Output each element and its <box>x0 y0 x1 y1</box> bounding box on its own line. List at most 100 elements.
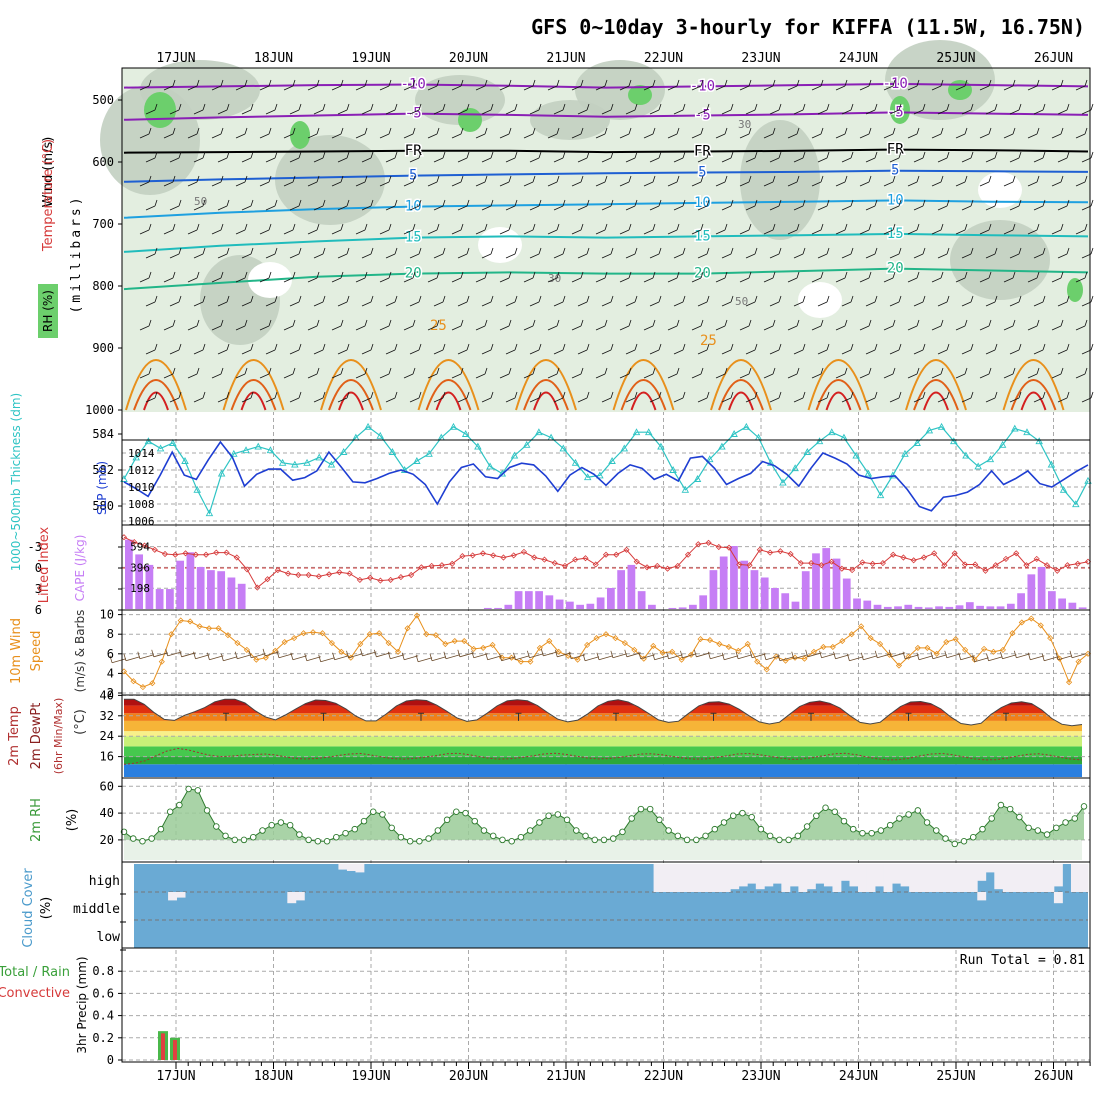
wind-barb <box>331 175 344 187</box>
wind-barb <box>307 223 320 235</box>
cape-bar <box>145 564 154 609</box>
wind-barb <box>883 127 896 139</box>
thickness-point <box>522 440 531 448</box>
wind-barb <box>787 127 800 139</box>
lifted-point <box>879 560 886 567</box>
wind-speed-point <box>584 641 591 649</box>
wind-speed-point <box>319 630 326 637</box>
wind-speed-point <box>839 637 846 645</box>
cape-bar <box>648 604 656 609</box>
rh-point <box>536 819 543 826</box>
thickness-tick-label: 582 <box>92 463 114 477</box>
wind-barb <box>1027 223 1040 235</box>
wind-barb-10m <box>179 649 196 658</box>
cape-bar <box>514 591 523 609</box>
wind-barb <box>1051 127 1064 139</box>
thickness-point <box>1023 428 1031 436</box>
wind-barb <box>745 151 758 163</box>
wind-barb <box>283 367 296 379</box>
wind-barb <box>475 127 488 139</box>
wind-barb <box>979 175 992 187</box>
wind-barb <box>289 151 302 163</box>
rh-point <box>148 835 155 842</box>
date-label-top: 22JUN <box>644 51 683 66</box>
wind-barb <box>289 103 302 115</box>
wind-barb-10m <box>652 652 669 661</box>
cloud-bar-middle <box>168 892 177 901</box>
lifted-point <box>1002 555 1010 562</box>
rh-unit-label: (%) <box>65 809 80 832</box>
wind-barb <box>187 271 200 283</box>
wind-barb <box>553 343 566 355</box>
cloud-bar-high <box>1053 864 1063 887</box>
wind-barb <box>817 295 830 307</box>
thickness-point <box>950 437 958 445</box>
wind-barb <box>619 367 632 379</box>
wind-tick-label: 6 <box>107 647 114 661</box>
wind-barb-10m <box>930 651 947 660</box>
wind-barb <box>811 79 824 91</box>
wind-barb <box>913 199 926 211</box>
wind-barb <box>211 127 224 139</box>
wind-barb <box>433 247 446 259</box>
wind-barb <box>793 391 806 403</box>
wind-speed-point <box>385 639 392 647</box>
lifted-point <box>725 544 733 551</box>
isotherm-line <box>728 391 754 411</box>
slp-tick-label: 1006 <box>128 515 155 528</box>
wind-barb <box>739 319 752 331</box>
wind-barb <box>313 103 326 115</box>
cape-bar <box>750 570 759 609</box>
thickness-point <box>779 478 787 486</box>
isotherm-label: FR <box>887 142 904 158</box>
wind-barb <box>331 127 344 139</box>
lifted-point <box>982 567 989 574</box>
slp-tick-label: 1014 <box>128 447 155 460</box>
isotherm-line <box>123 111 1089 121</box>
rh-point <box>582 832 589 840</box>
wind-barb-10m <box>1069 650 1087 659</box>
wind-barb <box>193 295 206 307</box>
date-label-bottom: 21JUN <box>546 1069 585 1084</box>
wind-barb <box>1051 319 1064 331</box>
cape-bar <box>801 571 810 609</box>
lifted-point <box>869 560 876 567</box>
wind-barb-10m <box>568 651 586 660</box>
wind-barb <box>193 343 206 355</box>
rh-shading-moist <box>890 96 910 124</box>
wind-barb <box>961 151 974 163</box>
date-label-bottom: 26JUN <box>1034 1069 1073 1084</box>
lifted-point <box>992 562 999 569</box>
wind-speed-point <box>858 623 865 630</box>
wind-barb <box>505 247 518 259</box>
wind-barb <box>721 151 734 163</box>
wind-speed-point <box>423 631 430 638</box>
rh-point <box>462 809 469 817</box>
lifted-point <box>418 564 425 571</box>
wind-barb <box>841 151 854 163</box>
wind-barb <box>433 295 446 307</box>
temp-label: (6hr Min/Max) <box>52 698 65 775</box>
wind-barb-10m <box>109 655 127 664</box>
wind-barb <box>865 199 878 211</box>
pressure-tick-label: 1000 <box>85 403 114 417</box>
cape-bar <box>186 552 195 609</box>
lifted-tick-label: 6 <box>35 603 42 617</box>
wind-barb-10m <box>1055 652 1073 661</box>
rh-point <box>822 804 829 811</box>
precip-tick-label: 0.6 <box>92 986 114 1000</box>
wind-speed-point <box>205 625 213 632</box>
wind-barb <box>217 295 230 307</box>
wind-barb <box>793 247 806 259</box>
wind-barb <box>643 175 656 187</box>
wind-barb <box>601 391 614 403</box>
wind-barb <box>547 127 560 139</box>
wind-barb <box>889 391 902 403</box>
wind-barb <box>379 79 392 91</box>
wind-barb <box>451 367 464 379</box>
minmax-bar <box>808 712 814 721</box>
wind-barb <box>505 391 518 403</box>
wind-barb-10m <box>680 650 697 659</box>
wind-barb <box>451 127 464 139</box>
isotherm-line <box>533 391 559 411</box>
